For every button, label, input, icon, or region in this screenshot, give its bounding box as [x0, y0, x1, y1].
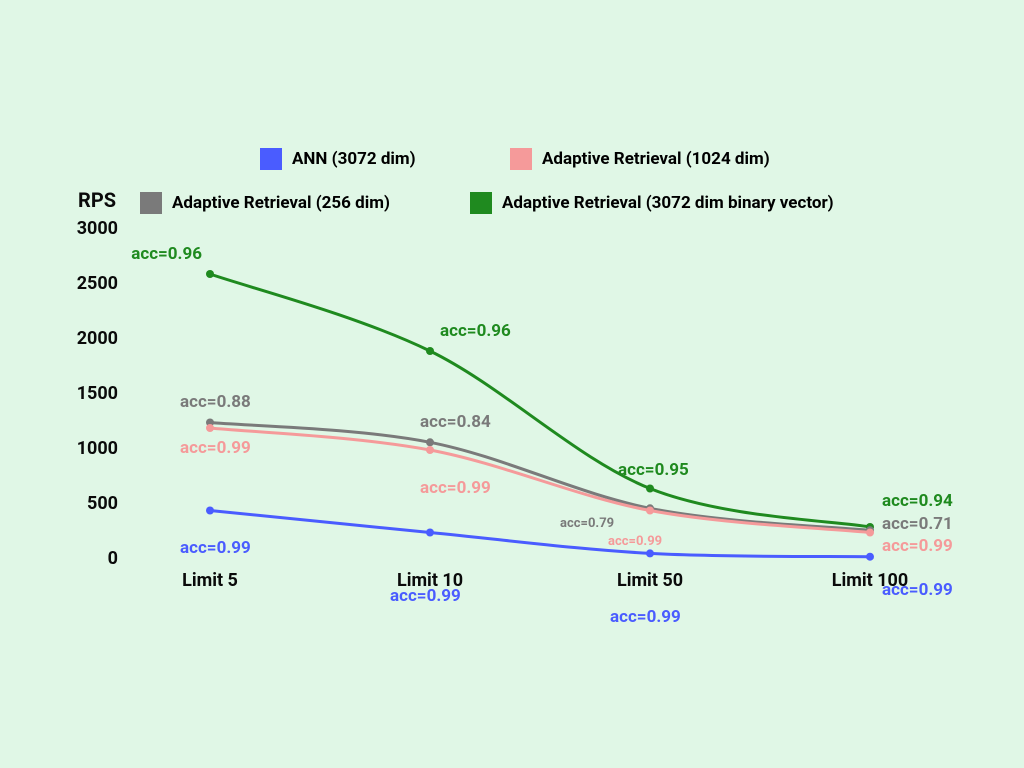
annotation-ar1024: acc=0.99: [882, 536, 953, 556]
annotation-ar3072b: acc=0.96: [440, 321, 511, 341]
annotation-ann: acc=0.99: [882, 580, 953, 600]
series-marker-ar1024: [426, 446, 434, 454]
series-marker-ar256: [426, 438, 434, 446]
series-marker-ar3072b: [426, 347, 434, 355]
annotation-ar256: acc=0.84: [420, 412, 491, 432]
annotation-ar3072b: acc=0.96: [131, 244, 202, 264]
series-marker-ann: [206, 507, 214, 515]
annotation-ar3072b: acc=0.94: [882, 491, 953, 511]
series-line-ar256: [210, 423, 870, 531]
annotation-ar256: acc=0.71: [882, 514, 953, 534]
series-line-ar3072b: [210, 274, 870, 527]
annotation-ar1024: acc=0.99: [608, 534, 662, 549]
series-marker-ar1024: [646, 507, 654, 515]
annotation-ar256: acc=0.79: [560, 516, 614, 531]
series-marker-ar1024: [206, 424, 214, 432]
series-marker-ar3072b: [646, 485, 654, 493]
annotation-ann: acc=0.99: [610, 607, 681, 627]
annotation-ann: acc=0.99: [390, 586, 461, 606]
series-marker-ann: [426, 529, 434, 537]
series-marker-ar1024: [866, 529, 874, 537]
series-marker-ann: [646, 549, 654, 557]
line-chart: ANN (3072 dim) Adaptive Retrieval (1024 …: [0, 0, 1024, 768]
annotation-ar256: acc=0.88: [180, 392, 251, 412]
annotation-ar1024: acc=0.99: [420, 478, 491, 498]
annotation-ann: acc=0.99: [180, 538, 251, 558]
annotation-ar3072b: acc=0.95: [618, 460, 689, 480]
series-marker-ar3072b: [206, 270, 214, 278]
annotation-ar1024: acc=0.99: [180, 438, 251, 458]
series-marker-ann: [866, 553, 874, 561]
plot-svg: [0, 0, 1024, 768]
